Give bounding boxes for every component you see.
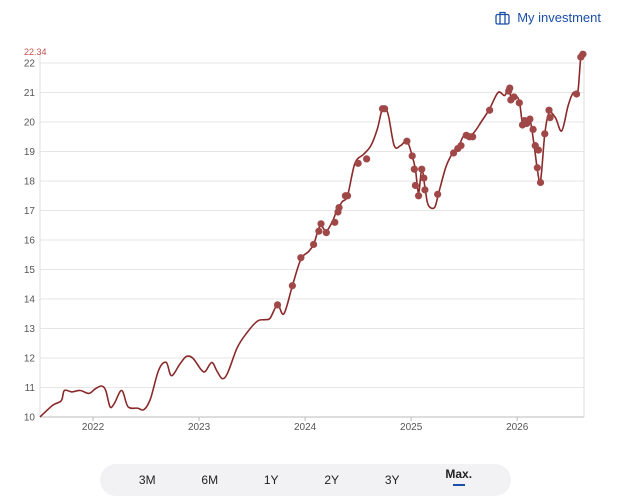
data-point[interactable]	[529, 125, 537, 133]
data-point[interactable]	[315, 227, 323, 235]
range-button-label: 3M	[138, 473, 156, 487]
data-point[interactable]	[297, 254, 305, 262]
data-point[interactable]	[309, 240, 318, 249]
data-point[interactable]	[381, 105, 389, 113]
data-point[interactable]	[410, 165, 418, 173]
x-axis: 2022 2023 2024 2025 2026	[39, 53, 585, 433]
data-point[interactable]	[536, 178, 545, 187]
x-tick-label: 2024	[294, 422, 317, 433]
data-point[interactable]	[408, 152, 416, 160]
y-tick-label: 14	[24, 295, 36, 306]
data-point[interactable]	[486, 106, 494, 114]
my-investment-label: My investment	[517, 10, 601, 25]
range-button-label: 6M	[201, 473, 219, 487]
data-point[interactable]	[288, 282, 296, 290]
time-range-selector: 3M 6M 1Y 2Y 3Y Max.	[100, 464, 511, 496]
y-tick-label: 11	[25, 383, 36, 394]
price-line	[39, 51, 585, 418]
data-point[interactable]	[411, 181, 419, 190]
data-point[interactable]	[469, 133, 477, 141]
data-point[interactable]	[457, 142, 465, 150]
y-tick-label: 15	[24, 265, 36, 276]
x-tick-label: 2025	[400, 422, 423, 433]
data-point[interactable]	[515, 99, 523, 107]
data-point[interactable]	[322, 229, 330, 237]
data-point[interactable]	[434, 190, 442, 198]
y-tick-label: 22	[24, 59, 36, 70]
data-point[interactable]	[572, 90, 581, 98]
data-point[interactable]	[273, 301, 282, 309]
range-button-label: Max.	[445, 466, 473, 481]
max-value-label: 22.34	[24, 47, 47, 57]
range-button-3m[interactable]: 3M	[131, 469, 164, 491]
active-range-indicator	[452, 483, 465, 486]
range-button-1y[interactable]: 1Y	[256, 469, 287, 491]
data-point[interactable]	[418, 165, 426, 173]
y-tick-label: 19	[24, 147, 36, 158]
y-tick-label: 16	[24, 236, 36, 247]
chart-series	[39, 50, 587, 418]
chart-grid	[40, 62, 584, 418]
data-point[interactable]	[534, 146, 543, 154]
my-investment-link[interactable]: My investment	[495, 10, 601, 25]
data-point[interactable]	[414, 192, 423, 200]
data-point[interactable]	[541, 130, 549, 138]
range-button-label: 3Y	[384, 473, 400, 487]
data-point[interactable]	[420, 174, 428, 182]
data-point[interactable]	[526, 115, 534, 123]
x-tick-label: 2022	[82, 422, 105, 433]
range-button-3y[interactable]: 3Y	[377, 469, 408, 491]
data-point[interactable]	[331, 218, 339, 226]
y-tick-label: 12	[24, 354, 36, 365]
data-point[interactable]	[510, 93, 518, 101]
data-point[interactable]	[317, 220, 325, 228]
data-point[interactable]	[343, 192, 352, 200]
data-point[interactable]	[403, 137, 411, 145]
data-point[interactable]	[354, 159, 362, 167]
range-button-6m[interactable]: 6M	[193, 469, 226, 491]
data-point[interactable]	[421, 186, 429, 194]
data-point[interactable]	[533, 164, 541, 172]
data-point[interactable]	[579, 50, 587, 58]
y-tick-label: 18	[24, 177, 36, 188]
data-point[interactable]	[335, 203, 343, 212]
y-tick-label: 13	[24, 324, 36, 335]
range-button-2y[interactable]: 2Y	[316, 469, 347, 491]
range-button-label: 1Y	[263, 473, 279, 487]
x-tick-label: 2023	[188, 422, 211, 433]
briefcase-icon	[495, 11, 510, 25]
range-button-label: 2Y	[324, 473, 340, 487]
data-point[interactable]	[363, 155, 371, 163]
data-point[interactable]	[506, 84, 514, 92]
data-point[interactable]	[545, 106, 553, 114]
y-tick-label: 10	[24, 413, 36, 424]
y-tick-label: 21	[24, 88, 36, 99]
range-button-max[interactable]: Max.	[437, 463, 480, 490]
y-tick-label: 17	[24, 206, 36, 217]
x-tick-label: 2026	[506, 422, 529, 433]
y-tick-label: 20	[24, 118, 36, 129]
y-axis: 10 11 12 13 14 15 16 17 18 19 20 21 22	[24, 59, 36, 424]
data-point[interactable]	[546, 113, 554, 122]
